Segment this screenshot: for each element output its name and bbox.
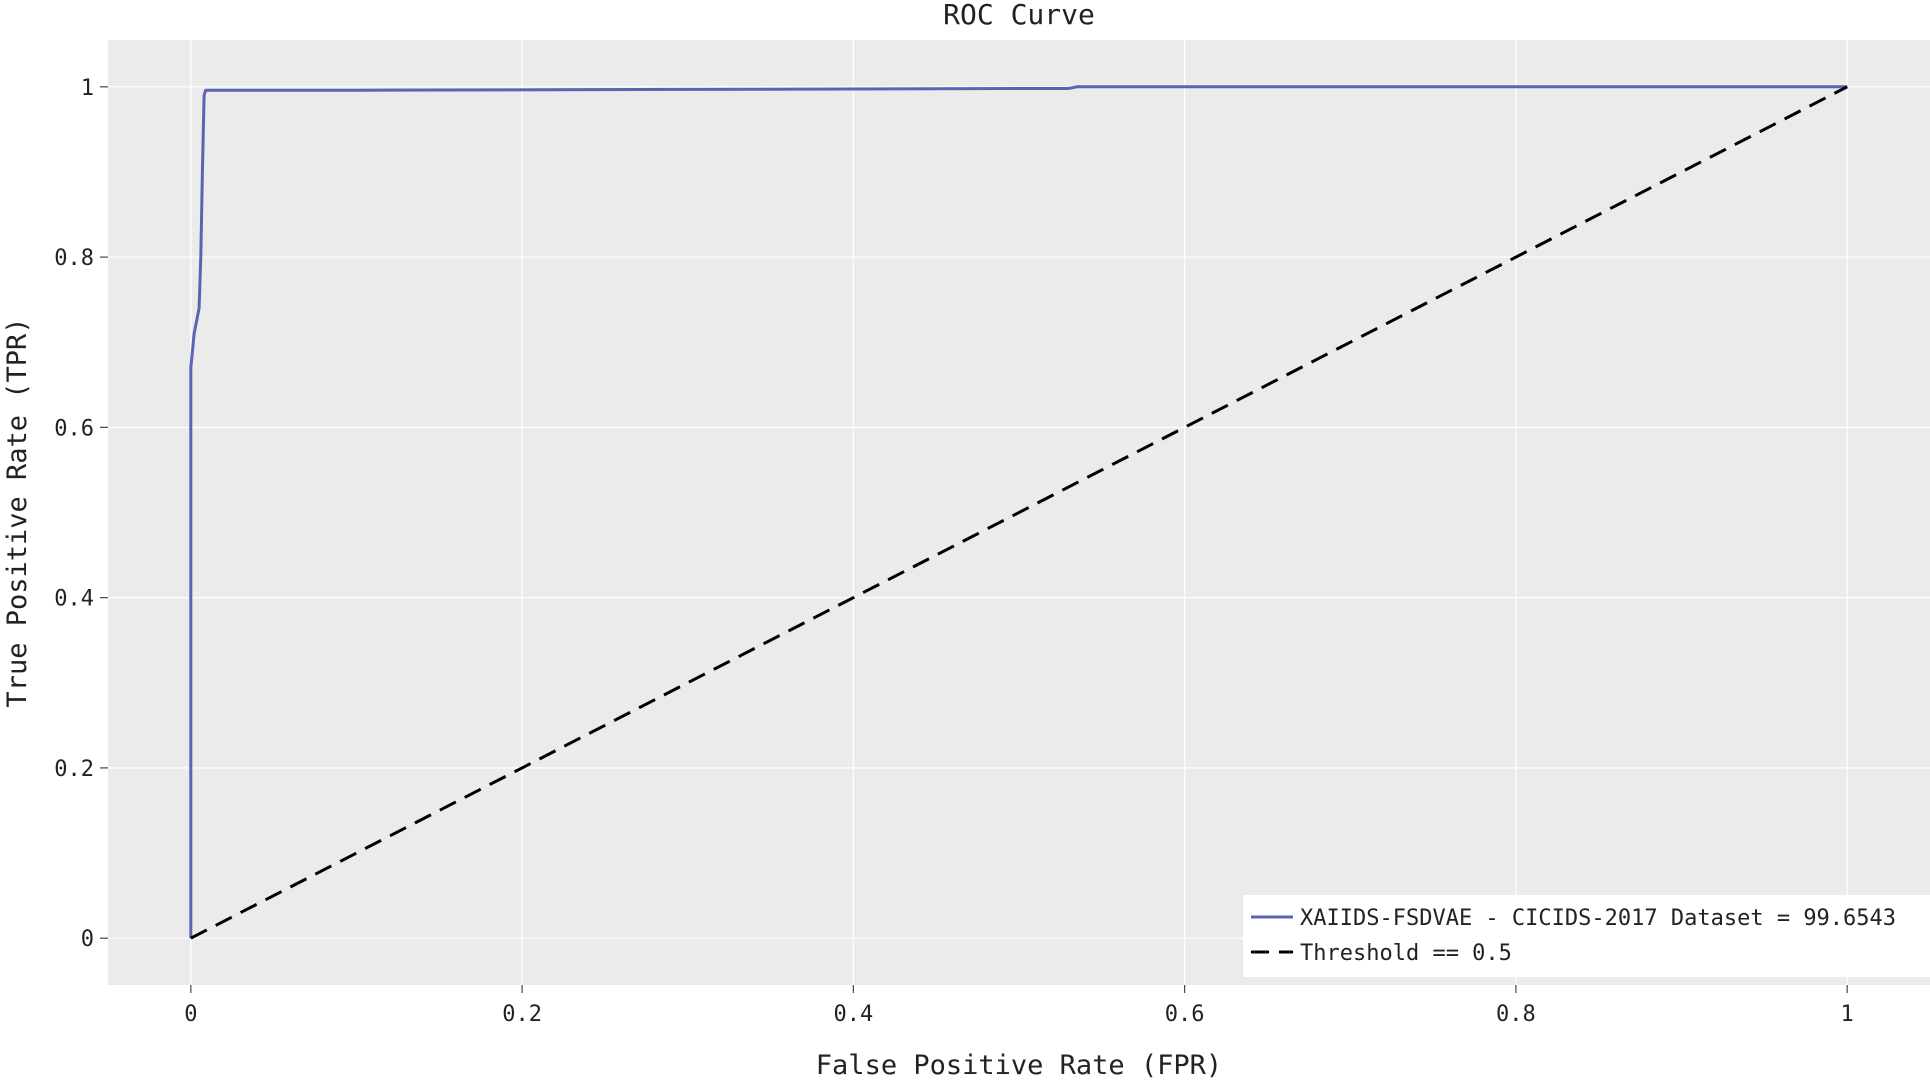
- threshold-line: [190, 85, 1848, 940]
- roc-curve-line: [189, 85, 1848, 939]
- legend-label-threshold: Threshold == 0.5: [1300, 941, 1512, 966]
- y-tick-label: 0.4: [54, 587, 94, 612]
- y-tick-label: 0.2: [54, 757, 94, 782]
- x-tick-label: 0.6: [1165, 1002, 1205, 1027]
- x-tick-label: 0.8: [1496, 1002, 1536, 1027]
- legend: XAIIDS-FSDVAE - CICIDS-2017 Dataset = 99…: [1243, 895, 1930, 977]
- x-tick-label: 0: [184, 1002, 197, 1027]
- y-axis-ticks: 0 0.2 0.4 0.6 0.8 1: [54, 76, 108, 952]
- x-tick-label: 0.2: [502, 1002, 542, 1027]
- y-tick-label: 0: [81, 927, 94, 952]
- x-tick-label: 1: [1841, 1002, 1854, 1027]
- x-axis-ticks: 0 0.2 0.4 0.6 0.8 1: [184, 985, 1854, 1027]
- y-axis-label: True Positive Rate (TPR): [2, 317, 33, 707]
- y-tick-label: 0.8: [54, 246, 94, 271]
- x-tick-label: 0.4: [833, 1002, 873, 1027]
- x-axis-label: False Positive Rate (FPR): [816, 1050, 1222, 1081]
- legend-label-roc: XAIIDS-FSDVAE - CICIDS-2017 Dataset = 99…: [1300, 906, 1896, 931]
- y-tick-label: 0.6: [54, 416, 94, 441]
- chart-title: ROC Curve: [943, 0, 1095, 31]
- legend-box: [1243, 895, 1930, 977]
- series-lines: [189, 85, 1848, 940]
- y-tick-label: 1: [81, 76, 94, 101]
